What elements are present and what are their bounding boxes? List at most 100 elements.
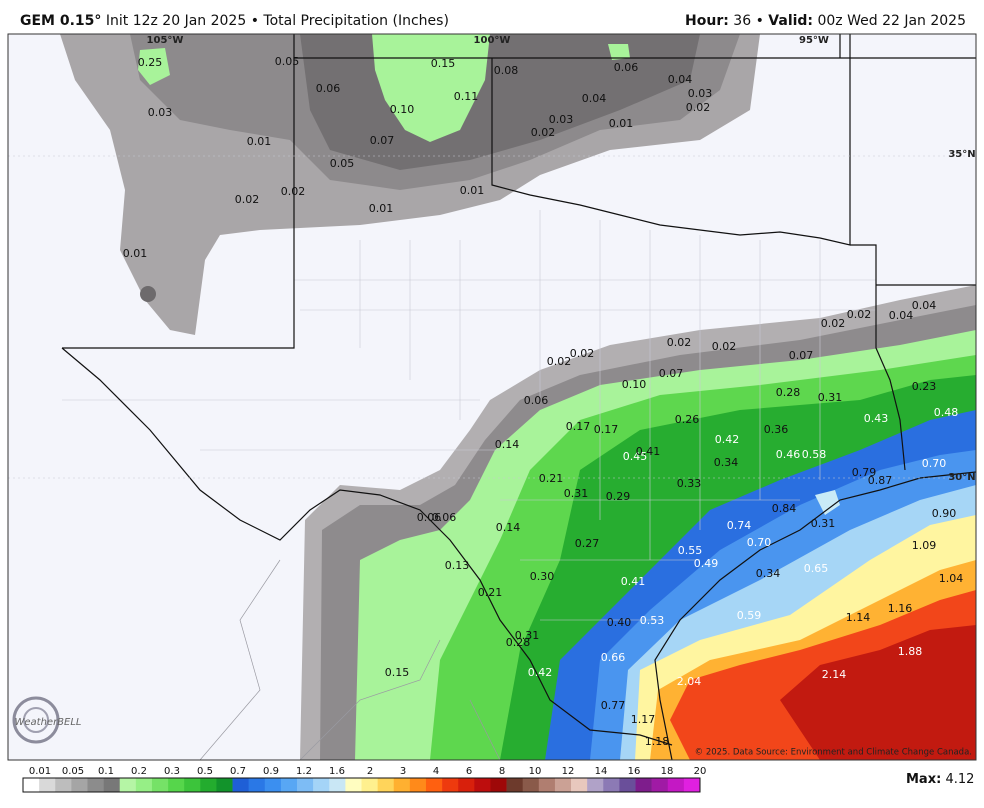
legend-swatch: [184, 778, 201, 792]
logo-swirl: [23, 707, 49, 733]
precip-value: 0.04: [912, 299, 937, 312]
precip-value: 0.33: [677, 477, 702, 490]
lon-label: 105°W: [147, 35, 184, 46]
precip-value: 0.58: [802, 448, 827, 461]
precip-value: 0.01: [123, 247, 148, 260]
precip-value: 0.15: [385, 666, 410, 679]
precip-value: 0.06: [524, 394, 549, 407]
precip-value: 0.84: [772, 502, 797, 515]
legend-swatch: [23, 778, 40, 792]
legend-swatch: [87, 778, 104, 792]
legend-label: 1.2: [296, 766, 312, 777]
lat-label: 35°N: [948, 149, 975, 160]
precip-value: 0.65: [804, 562, 829, 575]
precip-value: 0.31: [515, 629, 540, 642]
legend-swatch: [490, 778, 507, 792]
precip-value: 0.29: [606, 490, 631, 503]
legend-label: 0.05: [62, 766, 84, 777]
product: Total Precipitation (Inches): [262, 13, 449, 29]
precip-value: 1.04: [939, 572, 964, 585]
legend-label: 16: [628, 766, 641, 777]
legend-swatch: [232, 778, 249, 792]
lon-label: 100°W: [474, 35, 511, 46]
precip-value: 0.70: [922, 457, 947, 470]
precip-value: 0.87: [868, 474, 893, 487]
map: [8, 34, 976, 760]
legend: 0.01 0.05 0.1 0.2 0.3 0.5 0.7 0.9 1.2 1.6 2 3 4 6 8 10 1…: [22, 766, 706, 793]
legend-swatch: [603, 778, 620, 792]
legend-swatch: [442, 778, 459, 792]
legend-swatch: [216, 778, 233, 792]
separator: •: [251, 13, 259, 29]
mexico-borders: [199, 559, 501, 760]
legend-swatch: [297, 778, 314, 792]
precip-value: 0.74: [727, 519, 752, 532]
precip-value: 0.28: [506, 636, 531, 649]
legend-swatch: [345, 778, 362, 792]
legend-swatch: [409, 778, 427, 792]
logo-text: WeatherBELL: [14, 717, 81, 728]
graticule: [8, 155, 976, 479]
legend-label: 4: [433, 766, 439, 777]
precip-value: 0.59: [737, 609, 762, 622]
credit: © 2025. Data Source: Environment and Cli…: [695, 748, 972, 758]
precip-value: 0.05: [275, 55, 300, 68]
legend-label: 3: [400, 766, 406, 777]
precip-value: 1.16: [888, 602, 913, 615]
legend-swatch: [554, 778, 572, 792]
precip-value: 1.88: [898, 645, 923, 658]
legend-swatch: [393, 778, 411, 792]
legend-swatch: [571, 778, 588, 792]
legend-swatch: [248, 778, 266, 792]
precip-value: 0.43: [864, 412, 889, 425]
legend-swatch: [329, 778, 346, 792]
legend-label: 18: [661, 766, 674, 777]
legend-swatch: [474, 778, 491, 792]
precip-value: 0.13: [445, 559, 470, 572]
precip-value: 0.03: [148, 106, 173, 119]
precip-value: 0.31: [564, 487, 589, 500]
precip-value: 0.02: [821, 317, 846, 330]
legend-label: 8: [499, 766, 505, 777]
precip-value: 0.06: [417, 511, 442, 524]
logo: WeatherBELL: [12, 696, 82, 744]
precip-value: 0.30: [530, 570, 555, 583]
legend-swatch: [458, 778, 475, 792]
legend-swatch: [151, 778, 169, 792]
legend-swatch: [264, 778, 282, 792]
precip-value: 0.11: [454, 90, 479, 103]
legend-swatch: [55, 778, 72, 792]
precip-value: 0.04: [582, 92, 607, 105]
precip-dark-red: [780, 625, 976, 760]
precip-value: 1.09: [912, 539, 937, 552]
legend-label: 6: [466, 766, 472, 777]
precip-value: 0.36: [764, 423, 789, 436]
precip-value: 0.04: [668, 73, 693, 86]
precip-value: 0.02: [847, 308, 872, 321]
legend-label: 0.3: [164, 766, 180, 777]
valid: 00z Wed 22 Jan 2025: [817, 13, 966, 29]
legend-swatch: [667, 778, 685, 792]
legend-swatch: [361, 778, 378, 792]
precip-value: 0.28: [776, 386, 801, 399]
precip-light-green: [372, 34, 490, 142]
init: Init 12z 20 Jan 2025: [106, 13, 246, 29]
precip-value: 0.04: [889, 309, 914, 322]
precip-value: 0.23: [912, 380, 937, 393]
precip-value: 1.14: [846, 611, 871, 624]
legend-swatch: [280, 778, 298, 792]
legend-label: 0.5: [197, 766, 213, 777]
precip-value: 0.17: [594, 423, 619, 436]
legend-swatch: [39, 778, 56, 792]
legend-label: 2: [367, 766, 373, 777]
precip-value: 0.48: [934, 406, 959, 419]
precip-value: 0.27: [575, 537, 600, 550]
precip-value: 0.42: [715, 433, 740, 446]
precip-value: 0.49: [694, 557, 719, 570]
precip-spot: [140, 286, 156, 302]
precip-value: 0.10: [390, 103, 415, 116]
legend-swatch: [587, 778, 604, 792]
precip-value: 0.45: [623, 450, 648, 463]
rio-grande: [61, 347, 673, 746]
